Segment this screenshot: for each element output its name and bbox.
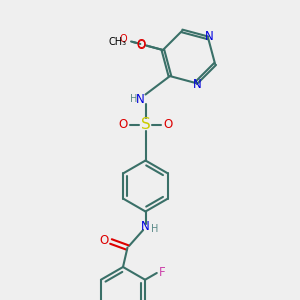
- Text: O: O: [118, 118, 127, 131]
- Text: N: N: [193, 78, 202, 91]
- Text: H: H: [151, 224, 158, 235]
- Text: O: O: [119, 34, 127, 44]
- Text: O: O: [99, 233, 108, 247]
- Text: CH₃: CH₃: [108, 37, 127, 47]
- Text: S: S: [141, 117, 150, 132]
- Text: N: N: [136, 92, 145, 106]
- Text: O: O: [136, 39, 146, 52]
- Text: F: F: [159, 266, 166, 279]
- Text: N: N: [141, 220, 150, 233]
- Text: N: N: [205, 30, 214, 43]
- Text: O: O: [164, 118, 172, 131]
- Text: H: H: [130, 94, 138, 104]
- Text: O: O: [136, 38, 145, 50]
